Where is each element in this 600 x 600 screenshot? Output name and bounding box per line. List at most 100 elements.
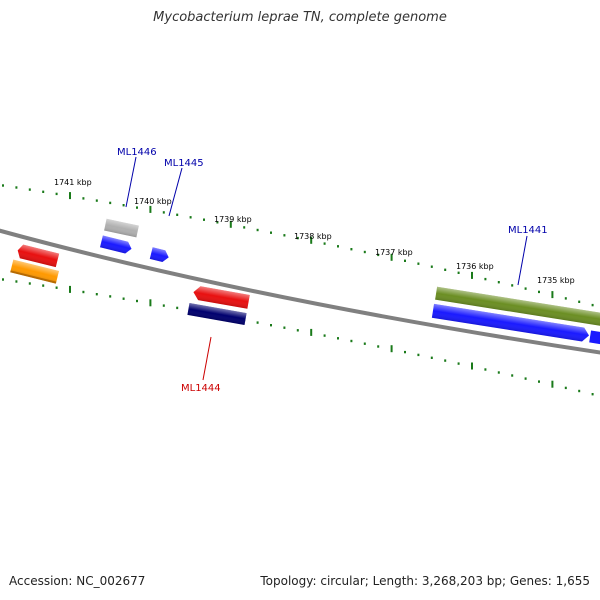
leader-line-ml1441 — [517, 235, 528, 286]
outer-minor-tick — [350, 248, 353, 251]
blue-gene-long[interactable] — [431, 303, 590, 343]
inner-minor-tick — [2, 278, 4, 281]
inner-minor-tick — [538, 380, 540, 383]
inner-minor-tick — [404, 350, 406, 354]
inner-minor-tick — [511, 374, 514, 377]
outer-minor-tick — [497, 281, 500, 284]
gray-gene[interactable] — [104, 218, 139, 238]
outer-minor-tick — [2, 184, 4, 187]
inner-minor-tick — [578, 389, 581, 393]
outer-minor-tick — [15, 186, 18, 189]
inner-minor-tick — [430, 356, 433, 359]
inner-minor-tick — [564, 386, 567, 390]
outer-minor-tick — [136, 206, 138, 209]
inner-minor-tick — [256, 321, 259, 324]
olive-gene-1441[interactable] — [435, 286, 600, 328]
inner-major-tick — [310, 328, 313, 336]
scale-label-1738: 1738 kbp — [294, 232, 332, 241]
outer-minor-tick — [430, 265, 433, 268]
outer-minor-tick — [578, 300, 581, 303]
outer-major-tick — [471, 271, 473, 279]
scale-ticks-inner — [2, 278, 594, 396]
feature-track — [10, 218, 600, 346]
outer-minor-tick — [538, 290, 540, 294]
outer-minor-tick — [283, 234, 286, 237]
scale-labels: 1741 kbp 1740 kbp 1739 kbp 1738 kbp 1737… — [54, 178, 575, 285]
outer-minor-tick — [524, 287, 527, 290]
scale-ticks-outer — [2, 184, 594, 307]
inner-minor-tick — [377, 345, 380, 348]
outer-minor-tick — [203, 218, 205, 221]
outer-minor-tick — [176, 213, 179, 216]
inner-minor-tick — [417, 353, 420, 357]
outer-minor-tick — [296, 236, 299, 240]
outer-minor-tick — [109, 201, 112, 205]
outer-minor-tick — [337, 245, 339, 248]
outer-major-tick — [390, 253, 393, 261]
outer-major-tick — [149, 205, 152, 213]
blue-gene-1446[interactable] — [99, 235, 133, 255]
gene-label-ml1446: ML1446 — [117, 147, 157, 158]
red-gene-left[interactable] — [16, 244, 60, 268]
outer-minor-tick — [270, 231, 272, 234]
inner-minor-tick — [42, 284, 45, 287]
genome-backbone — [0, 228, 600, 355]
outer-minor-tick — [243, 226, 246, 229]
outer-major-tick — [69, 192, 71, 200]
gene-label-ml1445: ML1445 — [164, 158, 204, 169]
outer-minor-tick — [42, 190, 45, 193]
blue-gene-1445[interactable] — [149, 247, 170, 263]
inner-major-tick — [390, 345, 393, 353]
outer-minor-tick — [457, 271, 460, 274]
outer-minor-tick — [28, 188, 31, 191]
outer-minor-tick — [122, 204, 125, 207]
inner-minor-tick — [497, 371, 500, 374]
genome-summary: Topology: circular; Length: 3,268,203 bp… — [260, 574, 590, 588]
inner-major-tick — [551, 380, 554, 388]
outer-minor-tick — [189, 216, 192, 219]
outer-minor-tick — [511, 284, 514, 287]
inner-minor-tick — [109, 295, 112, 298]
outer-minor-tick — [444, 268, 447, 271]
scale-label-1740: 1740 kbp — [134, 197, 172, 206]
inner-minor-tick — [323, 334, 326, 337]
leader-line-ml1445 — [168, 167, 183, 217]
scale-label-1737: 1737 kbp — [375, 248, 413, 257]
red-gene-1444[interactable] — [192, 285, 250, 309]
outer-minor-tick — [82, 197, 85, 200]
inner-minor-tick — [95, 293, 98, 296]
outer-minor-tick — [363, 250, 366, 254]
inner-minor-tick — [136, 299, 138, 303]
gene-label-ml1441: ML1441 — [508, 225, 548, 236]
inner-major-tick — [149, 299, 152, 307]
inner-minor-tick — [296, 329, 299, 332]
outer-minor-tick — [377, 253, 380, 257]
inner-minor-tick — [162, 304, 165, 307]
outer-minor-tick — [404, 259, 406, 262]
inner-minor-tick — [524, 377, 527, 380]
gene-label-ml1444: ML1444 — [181, 383, 221, 394]
gene-labels: ML1446 ML1445 ML1441 ML1444 — [117, 147, 548, 394]
scale-label-1739: 1739 kbp — [214, 215, 252, 224]
outer-major-tick — [551, 291, 554, 299]
outer-minor-tick — [484, 277, 487, 281]
inner-minor-tick — [484, 368, 487, 371]
inner-minor-tick — [591, 393, 594, 396]
outer-minor-tick — [95, 199, 98, 202]
map-title: Mycobacterium leprae TN, complete genome — [153, 10, 447, 25]
orange-gene-left[interactable] — [10, 259, 59, 284]
outer-minor-tick — [256, 228, 259, 232]
navy-gene[interactable] — [187, 303, 247, 325]
inner-minor-tick — [350, 339, 353, 343]
inner-minor-tick — [337, 337, 339, 340]
inner-minor-tick — [82, 290, 85, 294]
blue-gene-edge[interactable] — [589, 330, 600, 346]
outer-minor-tick — [216, 221, 219, 224]
inner-major-tick — [471, 362, 473, 370]
inner-minor-tick — [444, 359, 447, 362]
outer-minor-tick — [323, 242, 326, 245]
outer-minor-tick — [55, 192, 58, 196]
inner-minor-tick — [176, 306, 179, 310]
outer-minor-tick — [417, 262, 420, 265]
